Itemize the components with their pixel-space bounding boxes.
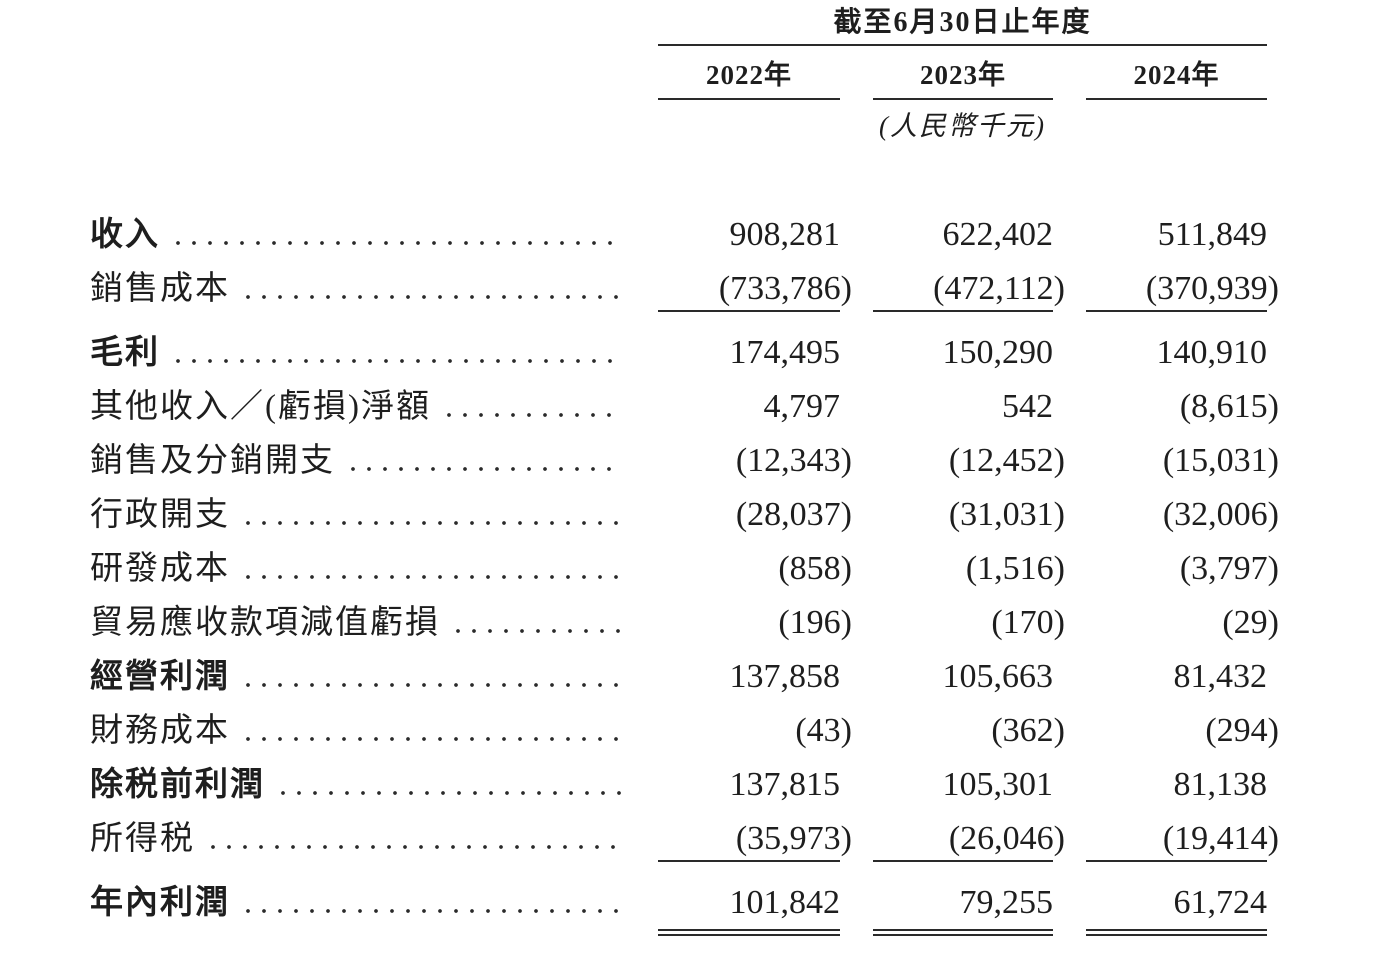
value-2023: (1,516) bbox=[965, 550, 1065, 587]
dot-leader bbox=[240, 650, 623, 704]
value-2023: (362) bbox=[991, 712, 1065, 749]
value-2023: 542 bbox=[1002, 388, 1053, 425]
dot-leader bbox=[205, 812, 623, 866]
value-2023: 79,255 bbox=[959, 884, 1054, 921]
value-2023: (31,031) bbox=[948, 496, 1065, 533]
value-2022: (28,037) bbox=[735, 496, 852, 533]
dot-leader bbox=[240, 704, 623, 758]
row-label: 經營利潤 bbox=[90, 659, 230, 695]
row-label: 研發成本 bbox=[90, 551, 230, 587]
value-2024: 81,138 bbox=[1173, 766, 1268, 803]
dot-leader bbox=[240, 876, 623, 930]
table-row-trade-receivables-impairment: 貿易應收款項減值虧損 (196) (170) (29) bbox=[90, 596, 1400, 650]
value-2024: (3,797) bbox=[1179, 550, 1279, 587]
value-2024: (32,006) bbox=[1162, 496, 1279, 533]
table-row-finance-costs: 財務成本 (43) (362) (294) bbox=[90, 704, 1400, 758]
year-column-header-2022: 2022年 bbox=[658, 46, 840, 100]
value-2024: 81,432 bbox=[1173, 658, 1268, 695]
dot-leader bbox=[440, 380, 623, 434]
value-2022: 4,797 bbox=[763, 388, 841, 425]
table-row-cost-of-sales: 銷售成本 (733,786) (472,112) (370,939) bbox=[90, 262, 1400, 316]
value-2024: 61,724 bbox=[1173, 884, 1268, 921]
value-2022: 101,842 bbox=[729, 884, 841, 921]
dot-leader bbox=[275, 758, 623, 812]
value-2023: (170) bbox=[991, 604, 1065, 641]
value-2024: (294) bbox=[1205, 712, 1279, 749]
single-rule bbox=[90, 310, 1400, 312]
single-rule bbox=[90, 860, 1400, 862]
value-2023: 150,290 bbox=[942, 334, 1054, 371]
row-label: 其他收入／(虧損)淨額 bbox=[90, 389, 431, 425]
year-column-header-2024: 2024年 bbox=[1086, 46, 1267, 100]
value-2022: (196) bbox=[778, 604, 852, 641]
table-header: 截至6月30日止年度 2022年 2023年 2024年 (人民幣千元) bbox=[658, 0, 1267, 142]
value-2024: (15,031) bbox=[1162, 442, 1279, 479]
year-column-header-2023: 2023年 bbox=[873, 46, 1053, 100]
value-2022: (733,786) bbox=[718, 270, 852, 307]
row-label: 除税前利潤 bbox=[90, 767, 265, 803]
dot-leader bbox=[170, 326, 623, 380]
dot-leader bbox=[240, 262, 623, 316]
table-row-rd-costs: 研發成本 (858) (1,516) (3,797) bbox=[90, 542, 1400, 596]
value-2022: 908,281 bbox=[729, 216, 841, 253]
dot-leader bbox=[450, 596, 623, 650]
table-row-gross-profit: 毛利 174,495 150,290 140,910 bbox=[90, 326, 1400, 380]
value-2022: (12,343) bbox=[735, 442, 852, 479]
dot-leader bbox=[170, 208, 623, 262]
value-2023: (12,452) bbox=[948, 442, 1065, 479]
value-2024: (370,939) bbox=[1145, 270, 1279, 307]
row-label: 銷售成本 bbox=[90, 271, 230, 307]
row-label: 年內利潤 bbox=[90, 885, 230, 921]
dot-leader bbox=[240, 542, 623, 596]
value-2024: (19,414) bbox=[1162, 820, 1279, 857]
table-row-profit-before-tax: 除税前利潤 137,815 105,301 81,138 bbox=[90, 758, 1400, 812]
value-2022: 137,858 bbox=[729, 658, 841, 695]
value-2022: 174,495 bbox=[729, 334, 841, 371]
row-label: 財務成本 bbox=[90, 713, 230, 749]
value-2023: 105,301 bbox=[942, 766, 1054, 803]
value-2023: (472,112) bbox=[933, 270, 1065, 307]
value-2022: (35,973) bbox=[735, 820, 852, 857]
value-2023: 105,663 bbox=[942, 658, 1054, 695]
header-gap bbox=[90, 142, 1400, 208]
value-2022: (43) bbox=[795, 712, 852, 749]
dot-leader bbox=[240, 488, 623, 542]
table-row-selling-distribution: 銷售及分銷開支 (12,343) (12,452) (15,031) bbox=[90, 434, 1400, 488]
table-row-income-tax: 所得税 (35,973) (26,046) (19,414) bbox=[90, 812, 1400, 866]
double-rule bbox=[90, 929, 1400, 936]
value-2024: 511,849 bbox=[1157, 216, 1267, 253]
row-label: 銷售及分銷開支 bbox=[90, 443, 335, 479]
value-2023: (26,046) bbox=[948, 820, 1065, 857]
value-2024: (8,615) bbox=[1179, 388, 1279, 425]
row-label: 毛利 bbox=[90, 335, 160, 371]
table-row-profit-for-year: 年內利潤 101,842 79,255 61,724 bbox=[90, 876, 1400, 930]
value-2024: (29) bbox=[1222, 604, 1279, 641]
dot-leader bbox=[345, 434, 623, 488]
row-label: 所得税 bbox=[90, 821, 195, 857]
period-header: 截至6月30日止年度 bbox=[658, 0, 1267, 46]
value-2024: 140,910 bbox=[1156, 334, 1268, 371]
year-columns: 2022年 2023年 2024年 bbox=[658, 46, 1267, 100]
row-label: 行政開支 bbox=[90, 497, 230, 533]
unit-note: (人民幣千元) bbox=[879, 111, 1046, 141]
row-label: 收入 bbox=[90, 217, 160, 253]
table-row-other-income-net: 其他收入／(虧損)淨額 4,797 542 (8,615) bbox=[90, 380, 1400, 434]
table-row-revenue: 收入 908,281 622,402 511,849 bbox=[90, 208, 1400, 262]
value-2022: (858) bbox=[778, 550, 852, 587]
table-row-operating-profit: 經營利潤 137,858 105,663 81,432 bbox=[90, 650, 1400, 704]
value-2023: 622,402 bbox=[942, 216, 1054, 253]
value-2022: 137,815 bbox=[729, 766, 841, 803]
table-row-administrative: 行政開支 (28,037) (31,031) (32,006) bbox=[90, 488, 1400, 542]
row-label: 貿易應收款項減值虧損 bbox=[90, 605, 440, 641]
